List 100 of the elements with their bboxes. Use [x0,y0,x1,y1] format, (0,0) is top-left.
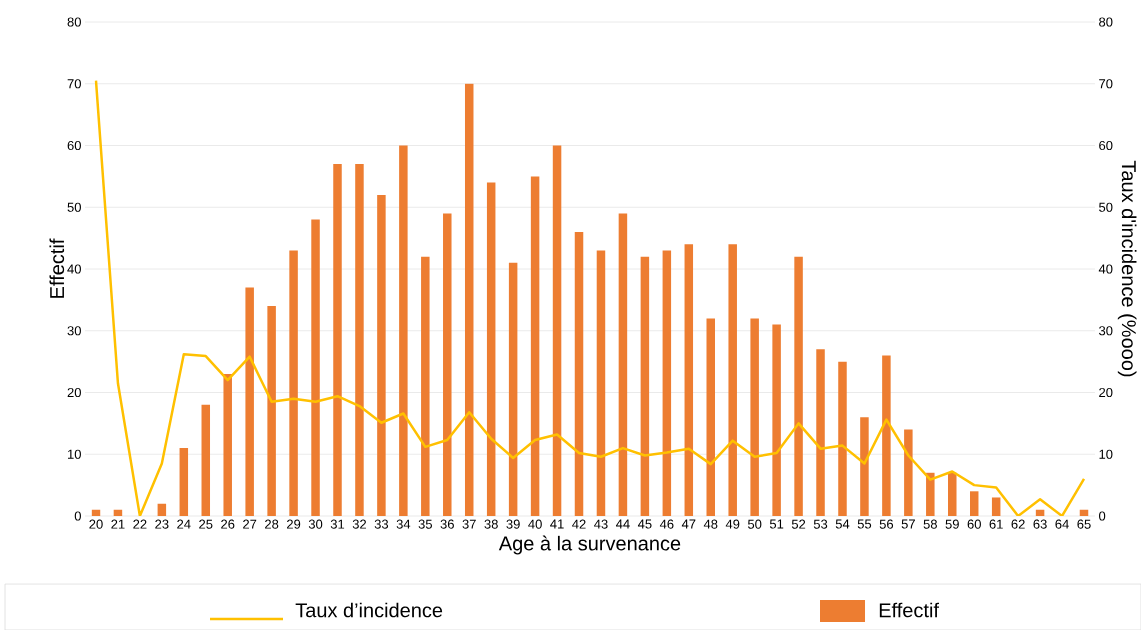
bar [991,497,1001,516]
y2-tick-label: 10 [1099,449,1113,459]
bar [574,231,584,516]
x-tick-label: 40 [528,519,542,529]
bar [443,213,452,516]
x-tick-label: 48 [703,519,718,529]
x-tick-label: 60 [967,519,981,529]
x-tick-label: 38 [484,519,498,529]
bar [530,176,540,516]
x-tick-label: 45 [637,519,652,529]
bar [926,472,935,516]
bar [882,355,891,516]
x-tick-label: 39 [506,519,520,529]
bar [706,318,715,516]
x-tick-label: 22 [133,519,147,529]
x-tick-label: 30 [308,519,323,529]
y2-tick-label: 0 [1099,511,1106,521]
x-tick-label: 43 [594,519,608,529]
y2-tick-label: 60 [1099,140,1113,151]
bar [157,503,167,516]
x-tick-label: 41 [550,519,564,529]
y-tick-label: 10 [68,449,81,459]
bar [969,491,979,516]
x-tick-label: 25 [199,519,213,529]
x-tick-label: 57 [901,519,915,529]
bar [113,509,123,516]
bar [289,250,298,516]
x-tick-label: 52 [791,519,806,529]
x-tick-label: 26 [221,519,235,529]
bar [618,213,628,516]
x-tick-label: 53 [813,519,828,529]
x-tick-label: 51 [769,519,784,529]
y2-tick-label: 80 [1099,17,1113,27]
bar [377,194,386,516]
y2-axis-title: Taux d'incidence (%ooo) [1117,160,1137,377]
x-tick-label: 24 [177,519,191,529]
x-tick-label: 55 [857,519,872,529]
x-tick-label: 50 [747,519,762,529]
bar [311,219,320,516]
bar [1079,509,1089,516]
x-tick-label: 21 [111,519,125,529]
x-tick-label: 63 [1033,519,1047,529]
x-tick-label: 23 [155,519,169,529]
x-tick-label: 42 [572,519,586,529]
x-tick-label: 27 [243,519,257,529]
y-tick-label: 0 [74,511,81,521]
bar [91,509,101,516]
bar [816,349,825,516]
bar [223,373,232,516]
y-tick-label: 20 [67,387,81,398]
x-tick-label: 34 [396,519,411,529]
bar [662,250,672,516]
x-tick-label: 61 [989,519,1003,529]
x-tick-label: 35 [418,519,432,529]
bar [179,448,189,516]
bar [421,256,430,516]
bar [640,256,650,516]
bar [684,244,694,516]
x-tick-label: 44 [615,519,630,529]
y-tick-label: 50 [67,202,81,212]
x-tick-label: 31 [330,519,345,529]
legend-label: Taux d’incidence [295,602,443,618]
x-tick-label: 62 [1011,519,1025,529]
bar [838,361,847,516]
x-tick-label: 49 [725,519,740,529]
bar [772,324,781,516]
y-tick-label: 40 [67,264,81,274]
bar [750,318,759,516]
bar [201,404,211,516]
x-tick-label: 47 [681,519,696,529]
x-axis-title: Age à la survenance [498,535,681,555]
bar [794,256,803,516]
bar [860,417,869,516]
x-tick-label: 20 [89,519,103,529]
y-tick-label: 30 [67,326,81,336]
y2-tick-label: 70 [1099,79,1113,89]
bar [333,164,342,516]
bar [1035,509,1045,516]
y-tick-label: 70 [67,79,81,89]
y2-tick-label: 40 [1098,264,1113,274]
legend-label: Effectif [879,602,940,618]
bar [948,472,957,516]
x-tick-label: 37 [462,519,476,529]
bar [267,306,276,516]
bar [508,262,518,516]
x-tick-label: 28 [265,519,279,529]
y-axis-title: Effectif [49,238,65,298]
bar [486,182,496,516]
x-tick-label: 29 [287,519,301,529]
y-tick-label: 80 [67,17,81,27]
y2-tick-label: 50 [1099,202,1113,212]
y-tick-label: 60 [67,140,81,151]
bar [464,83,474,516]
x-tick-label: 65 [1077,519,1091,529]
x-tick-label: 58 [923,519,937,529]
x-tick-label: 46 [659,519,674,529]
bar [245,287,254,516]
x-tick-label: 36 [440,519,454,529]
x-tick-label: 64 [1055,519,1069,529]
x-tick-label: 32 [352,519,367,529]
